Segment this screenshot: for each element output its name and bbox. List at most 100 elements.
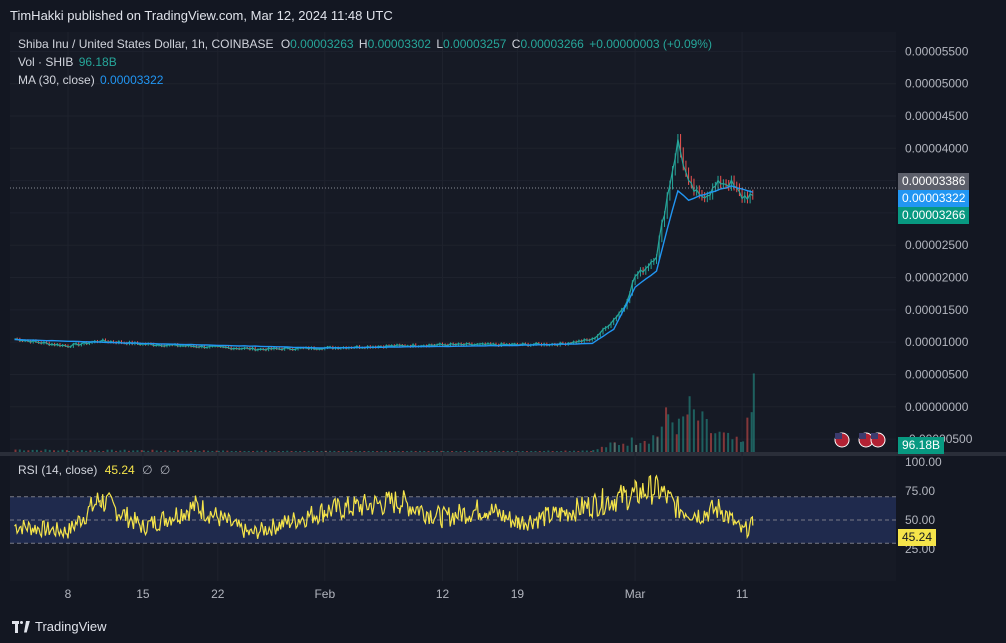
volume-bar — [551, 451, 554, 452]
volume-bar — [303, 451, 306, 452]
volume-bar — [160, 450, 163, 452]
volume-bar — [671, 422, 674, 452]
volume-bar — [115, 450, 118, 452]
volume-bar — [89, 450, 92, 452]
volume-bar — [346, 451, 349, 452]
rsi-series-line — [14, 474, 754, 540]
volume-bar — [410, 450, 413, 452]
volume-bar — [431, 451, 434, 452]
volume-bar — [215, 450, 218, 452]
price-axis-ticks: 0.00005500 0.00005000 0.00004500 0.00004000… — [905, 44, 973, 446]
volume-bar — [682, 416, 685, 452]
volume-bar — [617, 445, 620, 452]
volume-bar — [14, 449, 17, 452]
volume-bar — [286, 450, 289, 452]
volume-bar — [151, 449, 154, 452]
volume-bar — [665, 407, 668, 452]
publisher-header: TimHakki published on TradingView.com, M… — [0, 0, 1006, 32]
volume-bar — [185, 450, 188, 452]
volume-bar — [401, 451, 404, 452]
volume-bar — [57, 450, 60, 452]
close-value: 0.00003266 — [520, 37, 584, 51]
volume-bar — [367, 451, 370, 452]
pane-separator[interactable] — [0, 452, 1006, 456]
volume-bar — [590, 451, 593, 452]
volume-bar — [538, 451, 541, 452]
volume-bar — [735, 436, 738, 452]
volume-bar — [451, 451, 454, 452]
volume-bar — [80, 450, 83, 452]
volume-bar — [746, 417, 749, 452]
volume-bar — [442, 451, 445, 452]
volume-bar — [172, 450, 175, 452]
ma-label[interactable]: MA (30, close) — [18, 73, 95, 87]
volume-bar — [517, 451, 520, 452]
volume-bar — [701, 411, 704, 452]
time-tick-label: 15 — [136, 587, 150, 601]
volume-bar — [198, 450, 201, 452]
volume-bar — [333, 450, 336, 452]
volume-label[interactable]: Vol · SHIB — [18, 55, 74, 69]
volume-bar — [510, 451, 513, 452]
volume-bar — [290, 451, 293, 452]
rsi-price-label: 45.24 — [898, 529, 937, 546]
volume-bar — [256, 450, 259, 452]
volume-bar — [168, 450, 171, 452]
rsi-label[interactable]: RSI (14, close) — [18, 463, 98, 477]
volume-bar — [68, 450, 70, 452]
volume-bar — [273, 451, 276, 452]
volume-bar — [102, 451, 105, 452]
volume-bar — [418, 450, 421, 452]
symbol-title[interactable]: Shiba Inu / United States Dollar, 1h, CO… — [18, 37, 274, 51]
volume-legend: Vol · SHIB 96.18B — [18, 55, 117, 69]
volume-bar — [341, 451, 344, 452]
volume-bar — [585, 450, 588, 452]
volume-bar — [217, 450, 220, 452]
volume-bar — [485, 451, 488, 452]
tradingview-logo[interactable]: TradingView — [12, 619, 107, 634]
volume-bar — [243, 451, 246, 452]
change-value: +0.00000003 (+0.09%) — [589, 37, 712, 51]
volume-bar — [692, 409, 695, 452]
volume-bar — [234, 451, 237, 452]
volume-bar — [307, 450, 310, 452]
grid-lines — [10, 32, 896, 581]
ma-price-label: 0.00003322 — [898, 190, 970, 207]
volume-bar — [446, 451, 449, 452]
volume-bar — [269, 451, 272, 452]
volume-bar — [97, 450, 100, 452]
footer — [0, 613, 1006, 643]
volume-bar — [337, 451, 340, 452]
price-pane[interactable] — [10, 32, 896, 452]
volume-bar — [211, 451, 214, 452]
volume-bar — [506, 450, 509, 452]
volume-bar — [481, 451, 484, 452]
volume-bar — [493, 451, 496, 452]
ma-value: 0.00003322 — [100, 73, 164, 87]
volume-bar — [600, 446, 603, 452]
volume-bar — [423, 451, 426, 452]
volume-bar — [142, 450, 145, 452]
volume-bar — [110, 449, 113, 452]
volume-bar — [31, 449, 34, 452]
volume-bar — [350, 451, 353, 452]
volume-bar — [76, 450, 79, 452]
volume-bar — [222, 450, 225, 452]
volume-bar — [247, 451, 250, 452]
volume-bar — [643, 440, 646, 452]
volume-bar — [371, 451, 374, 452]
volume-bar — [502, 450, 505, 452]
volume-bar — [23, 450, 26, 452]
volume-bar — [543, 451, 546, 452]
us-flag-canton — [859, 433, 866, 439]
volume-bar — [27, 450, 30, 452]
volume-bar — [710, 433, 712, 452]
volume-bar — [164, 450, 167, 452]
volume-bar — [294, 451, 297, 452]
volume-bar — [127, 450, 130, 452]
volume-bar — [194, 450, 197, 452]
volume-bar — [660, 426, 663, 452]
rsi-legend: RSI (14, close) 45.24 ∅ ∅ — [18, 463, 170, 477]
volume-bar — [714, 433, 717, 452]
